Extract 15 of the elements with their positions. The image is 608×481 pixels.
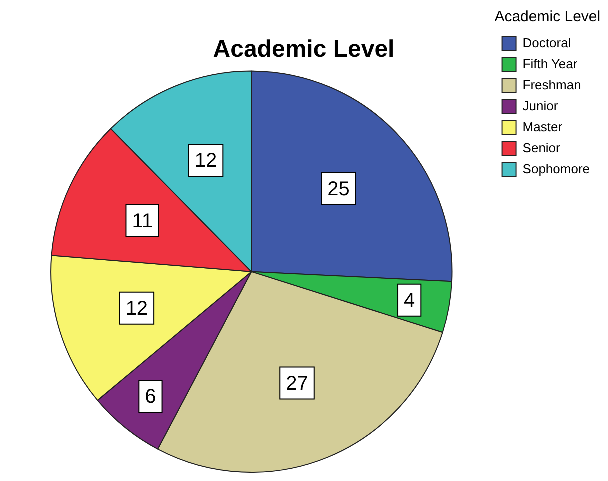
data-label: 25 [328, 178, 350, 200]
data-label: 12 [194, 150, 218, 172]
data-label: 4 [404, 290, 416, 312]
legend-label: Fifth Year [522, 56, 578, 72]
legend-label: Junior [522, 98, 559, 114]
legend-label: Senior [522, 140, 562, 156]
legend-label: Doctoral [522, 36, 572, 51]
legend-label: Freshman [522, 78, 582, 93]
chart-title: Academic Level [213, 36, 395, 64]
legend-label: Sophomore [522, 162, 590, 177]
data-label: 11 [132, 210, 153, 232]
legend-label: Master [522, 120, 564, 135]
data-label: 12 [126, 298, 148, 320]
data-label: 27 [286, 372, 308, 395]
data-label: 6 [145, 386, 156, 408]
